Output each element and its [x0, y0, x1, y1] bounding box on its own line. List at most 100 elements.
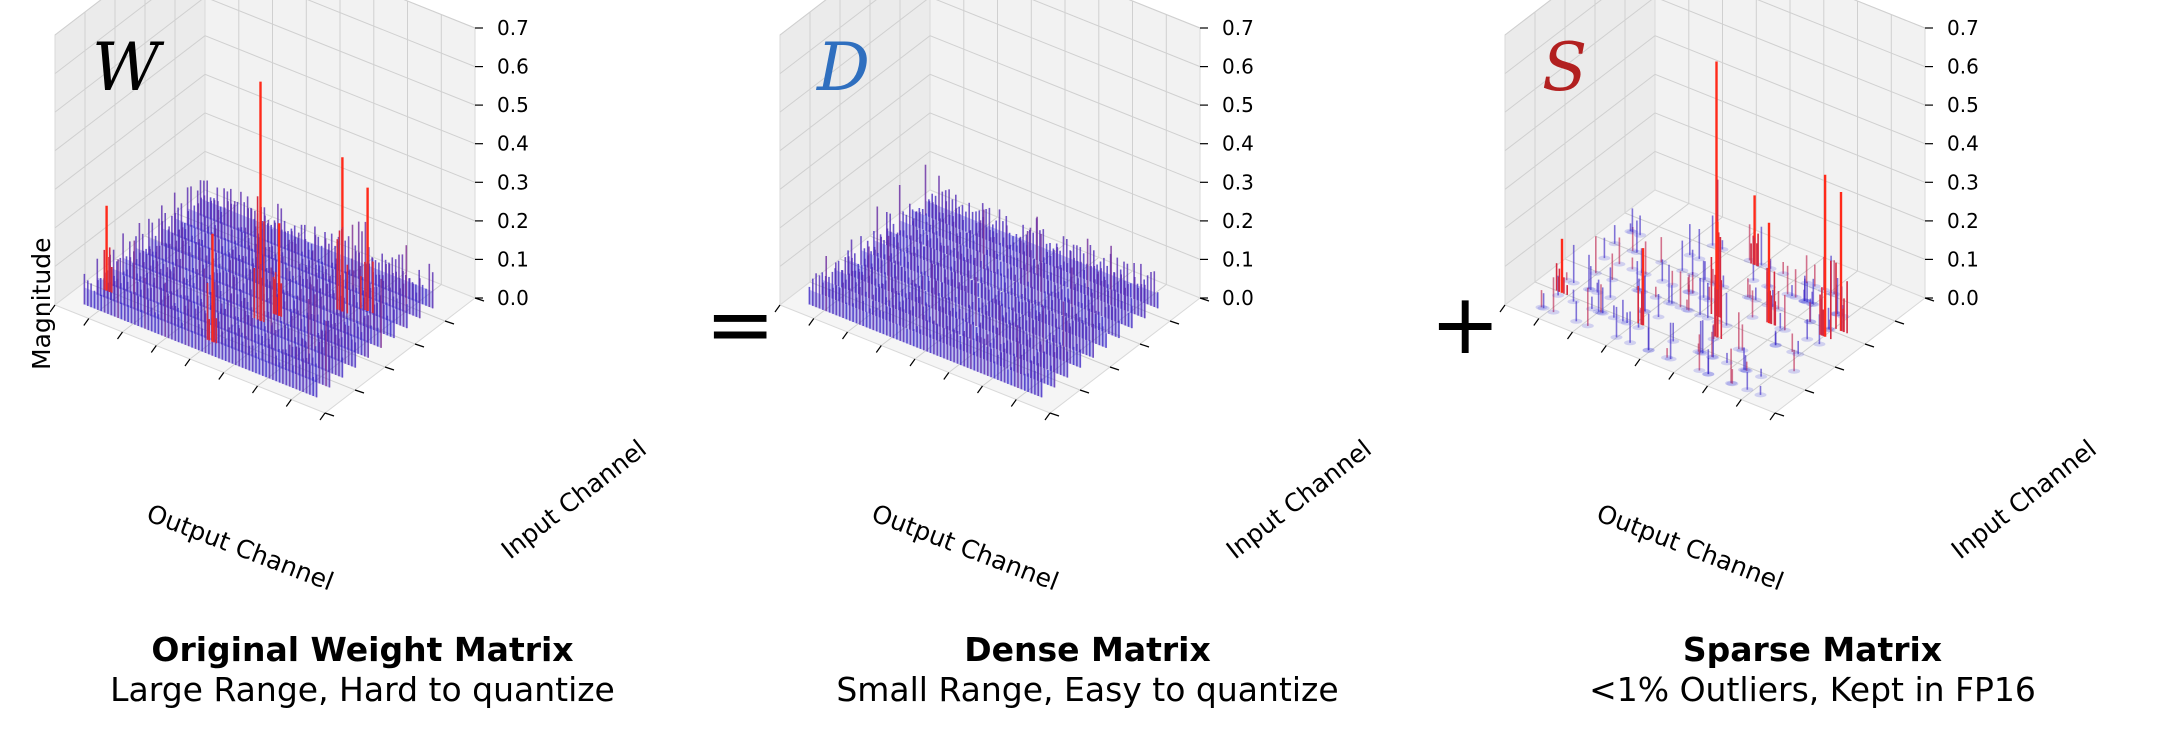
- output-gridline: [88, 0, 240, 319]
- bar-base: [1693, 368, 1706, 373]
- bar-base: [1823, 327, 1836, 333]
- output-gridline: [155, 0, 307, 346]
- z-tick-label: 0.2: [1947, 209, 1979, 233]
- z-gridline: [54, 112, 476, 229]
- bar-base: [1604, 295, 1617, 301]
- bar-base: [1624, 340, 1637, 346]
- bar-base: [1610, 334, 1623, 340]
- z-tick-label: 0.2: [1222, 209, 1254, 233]
- z-gridline: [779, 35, 1201, 152]
- bar-base: [1721, 360, 1733, 366]
- bar-base: [1817, 287, 1830, 293]
- bar-base: [1656, 278, 1669, 284]
- bar-base: [1583, 286, 1595, 292]
- bar-base: [1639, 272, 1652, 278]
- bars: [83, 81, 434, 398]
- output-gridline: [813, 0, 965, 319]
- bar-base: [1747, 278, 1760, 284]
- bar-base: [1697, 295, 1710, 301]
- matrix-symbol: D: [816, 29, 870, 106]
- bar-base: [1596, 310, 1609, 316]
- row-slab: [84, 287, 317, 398]
- panel-sparse-matrix: 0.0 0.1 0.2 0.3 0.4 0.5 0.6 0.7 Output Channel In…: [1450, 0, 2174, 734]
- panel-subtitle: Large Range, Hard to quantize: [110, 670, 615, 709]
- panel-title: Dense Matrix: [964, 630, 1211, 669]
- equals-sign: =: [705, 275, 776, 373]
- output-tick: [909, 358, 916, 367]
- input-gridline: [1564, 0, 1836, 368]
- output-tick: [218, 372, 225, 380]
- output-tick: [875, 345, 882, 353]
- output-tick: [1702, 385, 1708, 394]
- bar-base: [1665, 301, 1678, 307]
- z-gridline: [54, 0, 476, 113]
- z-tick-label: 0.1: [1947, 247, 1979, 271]
- bar-base: [1567, 299, 1580, 305]
- bar-base: [1676, 268, 1689, 274]
- bar-base: [1740, 368, 1753, 374]
- output-tick: [1735, 399, 1742, 407]
- z-tick-label: 0.7: [1222, 16, 1254, 40]
- bar-base: [1778, 327, 1791, 333]
- z-gridline: [54, 0, 476, 74]
- panel-subtitle: Small Range, Easy to quantize: [836, 670, 1339, 709]
- panel-title: Sparse Matrix: [1682, 630, 1943, 669]
- bar-base: [1754, 392, 1767, 398]
- bar-base: [1613, 261, 1626, 267]
- input-tick: [1049, 412, 1060, 417]
- output-tick: [117, 331, 123, 340]
- z-tick-label: 0.5: [497, 93, 529, 117]
- bar-base: [1681, 307, 1693, 313]
- y-axis-label: Input Channel: [1221, 434, 1377, 565]
- input-tick: [1109, 366, 1120, 371]
- output-tick: [252, 385, 258, 394]
- bar-base: [1598, 255, 1611, 261]
- row-slab: [200, 198, 433, 309]
- z-tick-label: 0.6: [1947, 55, 1979, 79]
- row-slab: [174, 218, 407, 329]
- row-slab: [848, 260, 1081, 368]
- z-tick-label: 0.7: [497, 16, 529, 40]
- z-tick-label: 0.2: [497, 209, 529, 233]
- bar-base: [1682, 308, 1695, 313]
- bar-base: [1769, 342, 1782, 348]
- bar-base: [1808, 284, 1821, 289]
- bars: [808, 164, 1159, 398]
- bar-base: [1786, 349, 1799, 355]
- bar-base: [1667, 338, 1680, 344]
- z-axis: 0.0 0.1 0.2 0.3 0.4 0.5 0.6 0.7: [1200, 16, 1254, 310]
- input-tick: [1169, 320, 1180, 325]
- z-axis-label: Magnitude: [27, 238, 56, 370]
- z-gridline: [779, 0, 1201, 74]
- output-tick: [1567, 331, 1573, 340]
- z-axis: 0.0 0.1 0.2 0.3 0.4 0.5 0.6 0.7: [1925, 16, 1979, 310]
- z-tick-label: 0.3: [1222, 170, 1254, 194]
- bar-base: [1649, 294, 1662, 300]
- row-slab: [861, 250, 1094, 358]
- panel-title: Original Weight Matrix: [151, 630, 574, 669]
- z-tick-label: 0.5: [1947, 93, 1979, 117]
- output-gridline: [847, 0, 998, 333]
- z-gridline: [779, 150, 1201, 267]
- output-tick: [1044, 412, 1051, 421]
- z-gridline: [1504, 73, 1926, 190]
- x-axis-label: Output Channel: [143, 499, 338, 597]
- z-gridline: [1504, 150, 1926, 267]
- z-gridline: [54, 150, 476, 267]
- bar-base: [1813, 341, 1826, 347]
- bar-base: [1626, 229, 1639, 235]
- bar-base: [1537, 305, 1550, 311]
- z-axis: 0.0 0.1 0.2 0.3 0.4 0.5 0.6 0.7: [475, 16, 529, 310]
- output-tick: [1769, 412, 1776, 421]
- bar-base: [1739, 367, 1752, 373]
- bar-base: [1626, 266, 1639, 272]
- input-tick: [444, 320, 455, 325]
- bar-base: [1584, 287, 1597, 293]
- output-tick: [319, 412, 326, 421]
- output-tick: [1533, 318, 1540, 326]
- bar-base: [1707, 354, 1720, 360]
- y-axis-label: Input Channel: [1946, 434, 2102, 565]
- y-axis-label: Input Channel: [496, 434, 652, 565]
- z-tick-label: 0.6: [1222, 55, 1254, 79]
